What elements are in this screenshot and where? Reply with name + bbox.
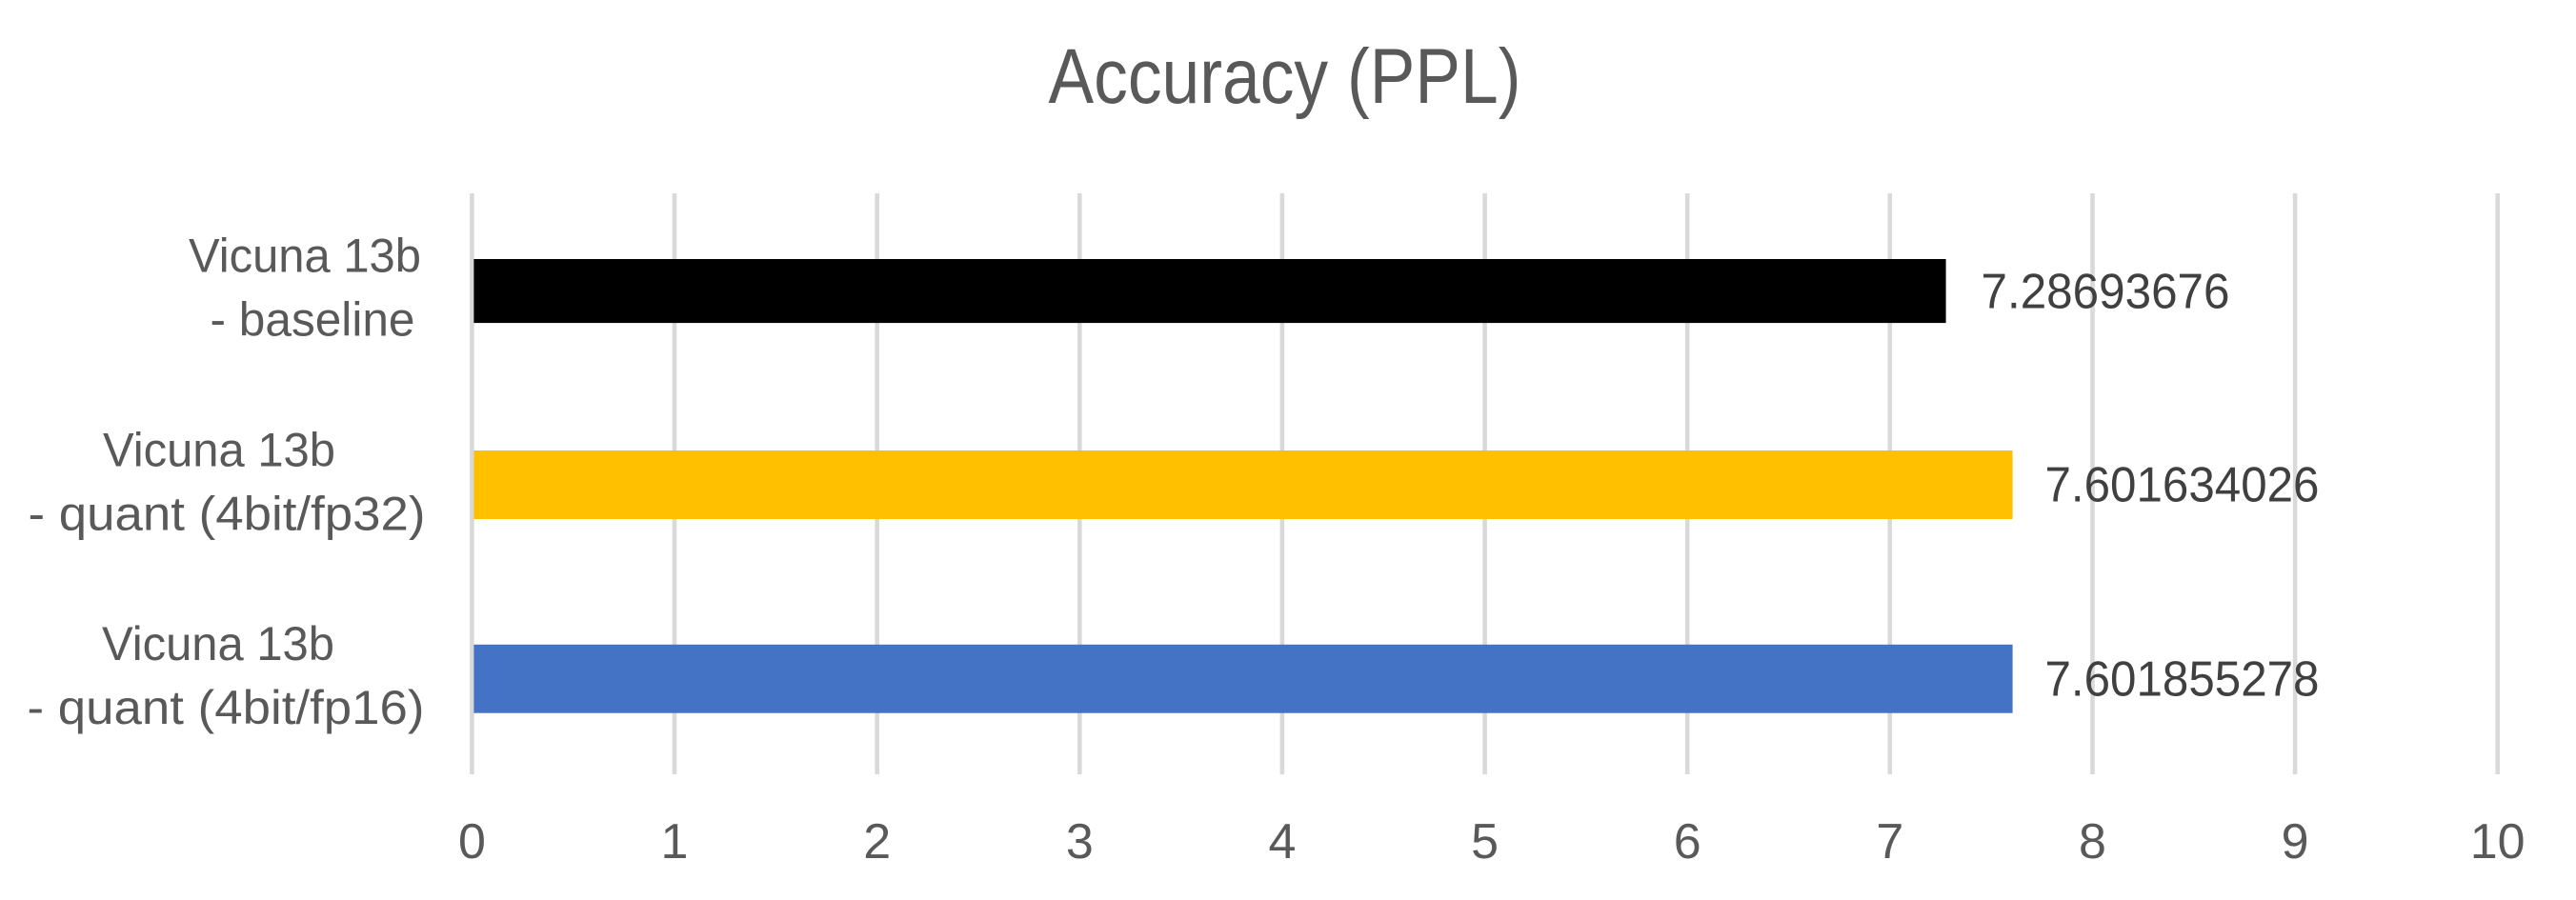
svg-text:- baseline: - baseline bbox=[211, 292, 415, 347]
svg-text:7.28693676: 7.28693676 bbox=[1982, 265, 2230, 320]
svg-text:- quant (4bit/fp32): - quant (4bit/fp32) bbox=[29, 486, 426, 540]
svg-text:3: 3 bbox=[1066, 814, 1094, 870]
svg-text:10: 10 bbox=[2470, 814, 2526, 870]
svg-text:9: 9 bbox=[2282, 814, 2309, 870]
svg-text:4: 4 bbox=[1268, 814, 1296, 870]
svg-text:Accuracy (PPL): Accuracy (PPL) bbox=[1049, 33, 1521, 120]
svg-text:7.601855278: 7.601855278 bbox=[2045, 652, 2320, 708]
svg-text:8: 8 bbox=[2079, 814, 2106, 870]
svg-text:Vicuna 13b: Vicuna 13b bbox=[102, 616, 334, 670]
svg-text:Vicuna 13b: Vicuna 13b bbox=[103, 422, 335, 476]
svg-text:0: 0 bbox=[458, 814, 486, 870]
svg-text:7.601634026: 7.601634026 bbox=[2045, 458, 2320, 513]
svg-text:2: 2 bbox=[863, 814, 891, 870]
svg-text:1: 1 bbox=[661, 814, 689, 870]
svg-text:5: 5 bbox=[1471, 814, 1499, 870]
svg-text:7: 7 bbox=[1876, 814, 1903, 870]
svg-text:Vicuna 13b: Vicuna 13b bbox=[189, 229, 421, 283]
svg-text:6: 6 bbox=[1674, 814, 1701, 870]
svg-text:- quant (4bit/fp16): - quant (4bit/fp16) bbox=[28, 680, 425, 734]
